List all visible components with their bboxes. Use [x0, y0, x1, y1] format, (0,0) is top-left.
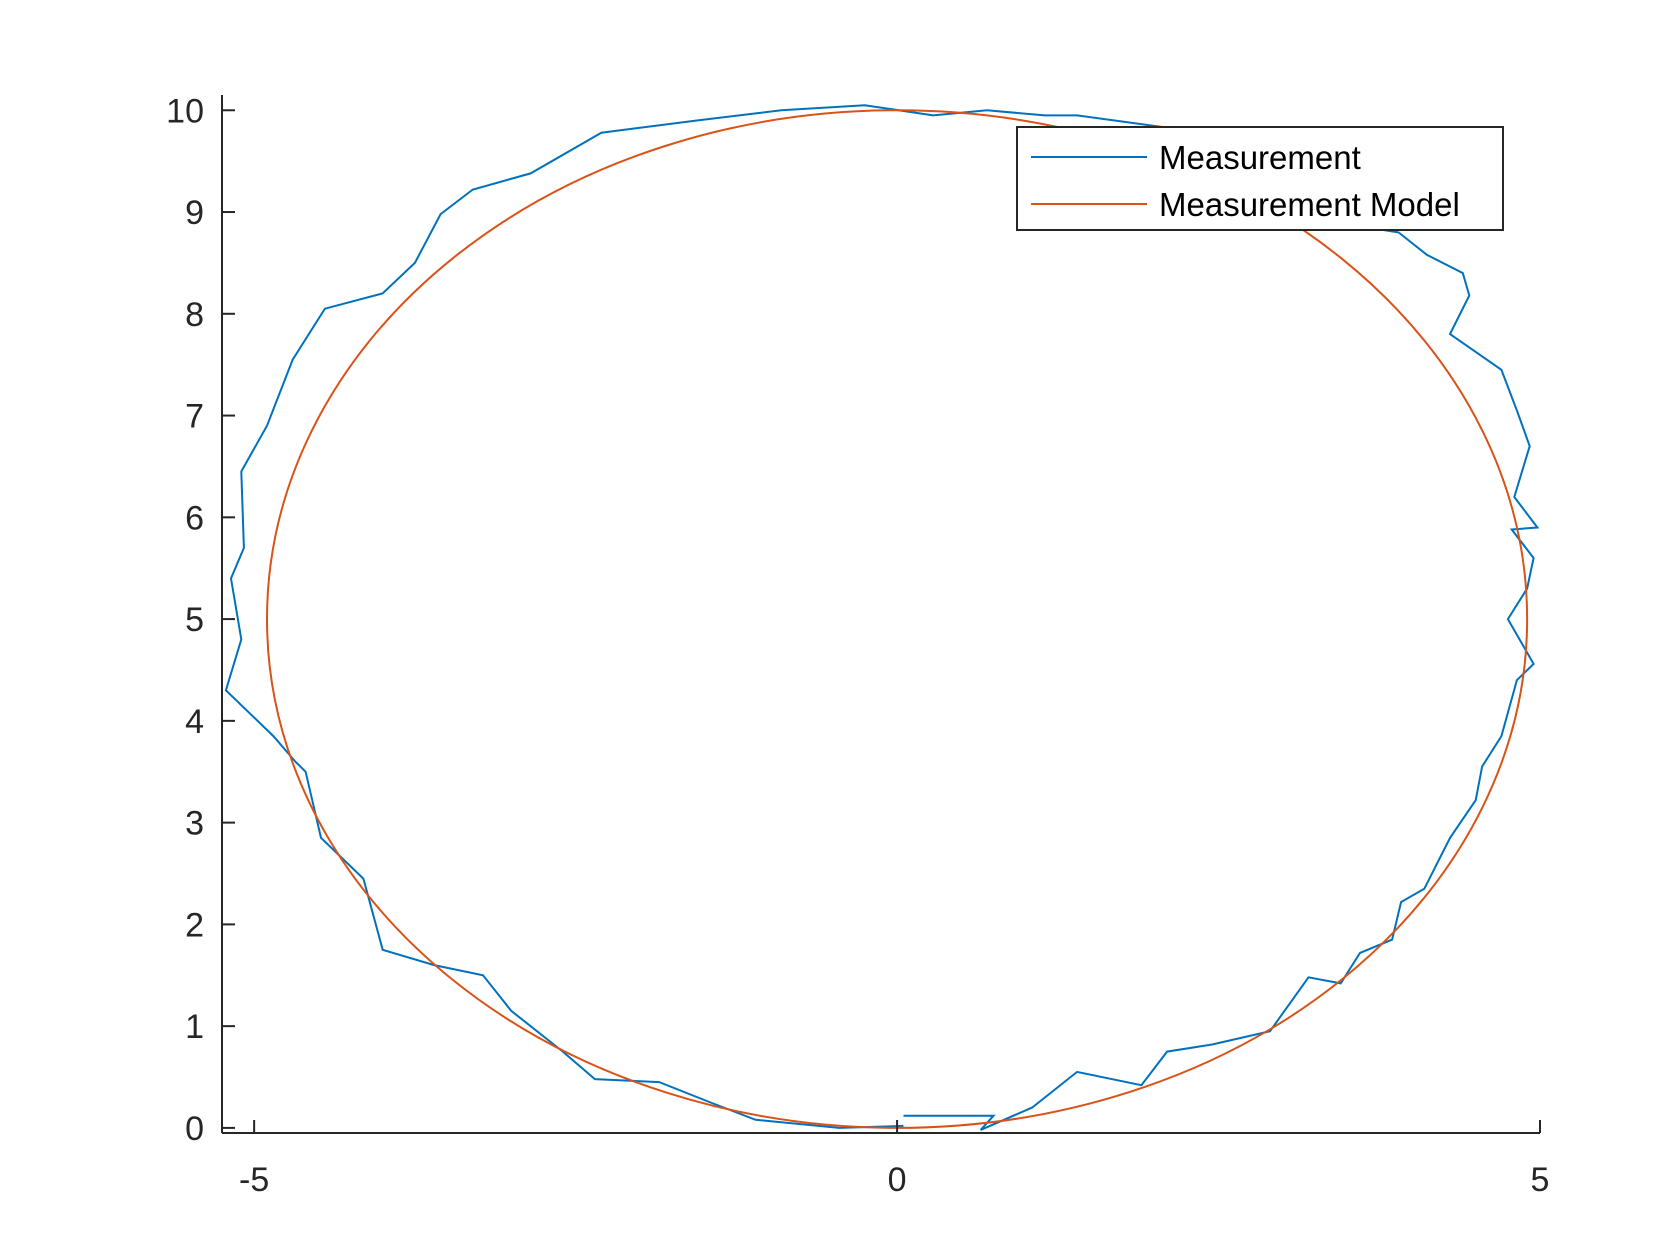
- x-tick-label: -5: [239, 1161, 269, 1199]
- y-tick-label: 5: [185, 601, 204, 639]
- y-tick-label: 8: [185, 296, 204, 334]
- axes-layer: -5 0 5 0 1 2 3 4 5 6 7 8 9 10: [166, 92, 1549, 1199]
- y-tick-label: 0: [185, 1110, 204, 1148]
- legend-label: Measurement Model: [1159, 186, 1460, 223]
- y-tick-label: 6: [185, 499, 204, 537]
- x-tick-label: 5: [1531, 1161, 1550, 1199]
- y-tick-label: 1: [185, 1008, 204, 1046]
- legend-box: [1016, 126, 1504, 231]
- y-tick-label: 9: [185, 194, 204, 232]
- x-ticks: -5 0 5: [239, 1120, 1549, 1199]
- y-ticks: 0 1 2 3 4 5 6 7 8 9 10: [166, 92, 235, 1148]
- legend: Measurement Measurement Model: [1016, 126, 1504, 231]
- legend-items: Measurement Measurement Model: [1031, 139, 1460, 223]
- legend-label: Measurement: [1159, 139, 1361, 176]
- y-tick-label: 2: [185, 906, 204, 944]
- x-tick-label: 0: [888, 1161, 907, 1199]
- y-tick-label: 4: [185, 703, 204, 741]
- y-tick-label: 3: [185, 805, 204, 843]
- y-tick-label: 7: [185, 398, 204, 436]
- y-tick-label: 10: [166, 92, 204, 130]
